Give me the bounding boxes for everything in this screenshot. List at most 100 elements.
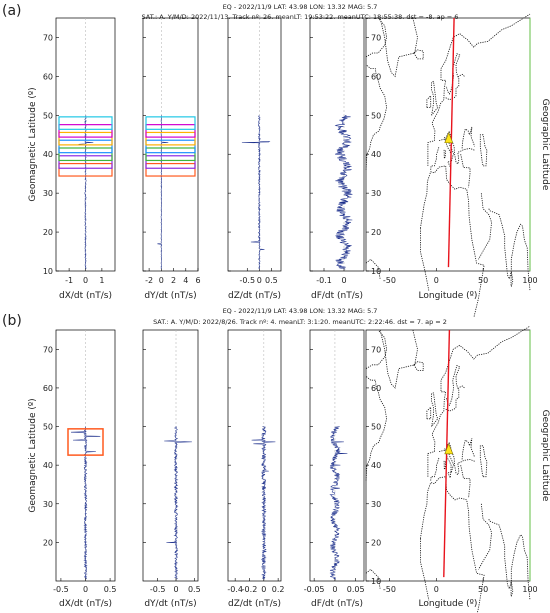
subplot-frame: [309, 329, 365, 582]
map-x-axis-label: Longitude (º): [419, 599, 478, 609]
y-tick-label: 20: [43, 228, 53, 237]
map-x-tick-label: 100: [522, 585, 537, 594]
x-tick-label: 4: [183, 276, 188, 285]
map-y-tick-label: 70: [371, 33, 381, 42]
coastline: [478, 193, 493, 260]
x-axis-label: dY/dt (nT/s): [144, 291, 196, 301]
x-axis-label: dY/dt (nT/s): [144, 599, 196, 609]
coastline: [426, 94, 432, 108]
y-tick-label: 50: [43, 111, 53, 120]
x-axis-label: dZ/dt (nT/s): [228, 291, 281, 301]
analysis-window-box: [145, 139, 196, 154]
x-axis-label: dX/dt (nT/s): [59, 291, 112, 301]
coastline: [365, 64, 388, 170]
map-x-tick-label: 0: [434, 276, 439, 285]
subplot-dY/dt (nT/s): -0.5 0 0.5 dY/dt (nT/s): [142, 329, 201, 609]
coastline: [365, 329, 388, 369]
x-tick-label: -0.2: [242, 585, 258, 594]
data-trace: [157, 115, 169, 270]
coastline: [430, 457, 440, 481]
coastline: [427, 325, 531, 477]
analysis-window-box: [58, 155, 113, 169]
x-tick-label: 6: [195, 276, 200, 285]
subplot-frame: [309, 17, 365, 272]
map-y-tick-label: 60: [371, 72, 381, 81]
coastline: [443, 460, 446, 470]
analysis-window-box: [145, 124, 196, 138]
coastline: [413, 361, 424, 371]
y-tick-label: 70: [43, 345, 53, 354]
analysis-window-box: [145, 116, 196, 130]
coastline: [443, 149, 446, 159]
x-tick-label: 0: [159, 276, 164, 285]
map-y-tick-label: 30: [371, 500, 381, 509]
map-y-tick-label: 50: [371, 111, 381, 120]
coastline: [461, 437, 476, 460]
y-tick-label: 30: [43, 189, 53, 198]
y-tick-label: 60: [43, 384, 53, 393]
x-tick-label: 0.2: [272, 585, 285, 594]
y-tick-label: 50: [43, 423, 53, 432]
subplot-dZ/dt (nT/s): -0.5 0 0.5 dZ/dt (nT/s): [227, 17, 282, 301]
subplot-dX/dt (nT/s): -0.5 0 0.5 dX/dt (nT/s): [53, 329, 117, 609]
coastline: [510, 271, 514, 287]
map-y-tick-label: 70: [371, 345, 381, 354]
y-axis-label: Geomagnetic Latitude (º): [28, 398, 38, 512]
coastline: [431, 80, 439, 116]
y-tick-label: 60: [43, 72, 53, 81]
x-tick-label: 0.5: [188, 585, 201, 594]
coastline: [365, 375, 388, 481]
x-tick-label: -0.4: [227, 585, 243, 594]
x-tick-label: -0.5: [150, 585, 166, 594]
map-x-tick-label: 50: [478, 276, 488, 285]
coastline: [431, 392, 439, 427]
analysis-window-box: [58, 124, 113, 138]
map-x-axis-label: Longitude (º): [419, 291, 478, 301]
panel-label: (b): [2, 313, 22, 329]
map-x-tick-label: -50: [383, 276, 396, 285]
coastline: [445, 53, 461, 101]
coastline: [379, 17, 418, 78]
coastline: [488, 519, 531, 601]
map-y-tick-label: 50: [371, 423, 381, 432]
map-y-tick-label: 20: [371, 538, 381, 547]
x-tick-label: 1: [99, 276, 104, 285]
subplot-dZ/dt (nT/s): -0.4-0.2 0 0.2 dZ/dt (nT/s): [227, 329, 285, 609]
panel-title-line2: SAT.: A. Y/M/D: 2022/11/13. Track nº: 26…: [142, 13, 459, 21]
y-tick-label: 10: [43, 267, 53, 276]
map-y-tick-label: 10: [371, 267, 381, 276]
map: 10 20 30 40 50 60 70 -50 0 50 100 Longitude (º) Geog…: [365, 13, 550, 318]
subplot-frame: [227, 17, 282, 272]
x-tick-label: -2: [145, 276, 153, 285]
panel-label: (a): [2, 3, 22, 19]
panel-title-line1: EQ - 2022/11/9 LAT: 43.98 LON: 13.32 MAG…: [223, 3, 378, 11]
map-x-tick-label: 50: [478, 585, 488, 594]
right-y-axis-label: Geographic Latitude: [540, 410, 550, 502]
x-tick-label: 0: [261, 585, 266, 594]
x-axis-label: dF/dt (nT/s): [311, 291, 363, 301]
coastline: [460, 465, 471, 499]
subplot-dF/dt (nT/s): -0.05 0 0.05 dF/dt (nT/s): [304, 329, 365, 609]
coastline: [365, 17, 388, 58]
data-trace: [334, 115, 353, 270]
coastline: [419, 228, 430, 291]
x-tick-label: 0: [173, 585, 178, 594]
x-tick-label: 0.5: [265, 276, 278, 285]
x-tick-label: 0: [341, 276, 346, 285]
x-tick-label: 0: [83, 276, 88, 285]
right-y-axis-label: Geographic Latitude: [540, 99, 550, 191]
x-tick-label: 0.05: [347, 585, 365, 594]
coastline: [365, 258, 381, 279]
x-tick-label: 0: [257, 276, 262, 285]
coastline: [420, 476, 485, 613]
analysis-window-box: [58, 131, 113, 146]
x-tick-label: 0.5: [104, 585, 117, 594]
coastline: [478, 503, 493, 570]
analysis-window-box: [58, 116, 113, 130]
x-tick-label: -0.5: [53, 585, 69, 594]
coastline: [413, 49, 424, 60]
map-y-tick-label: 40: [371, 461, 381, 470]
map-y-tick-label: 30: [371, 189, 381, 198]
map-y-tick-label: 60: [371, 384, 381, 393]
